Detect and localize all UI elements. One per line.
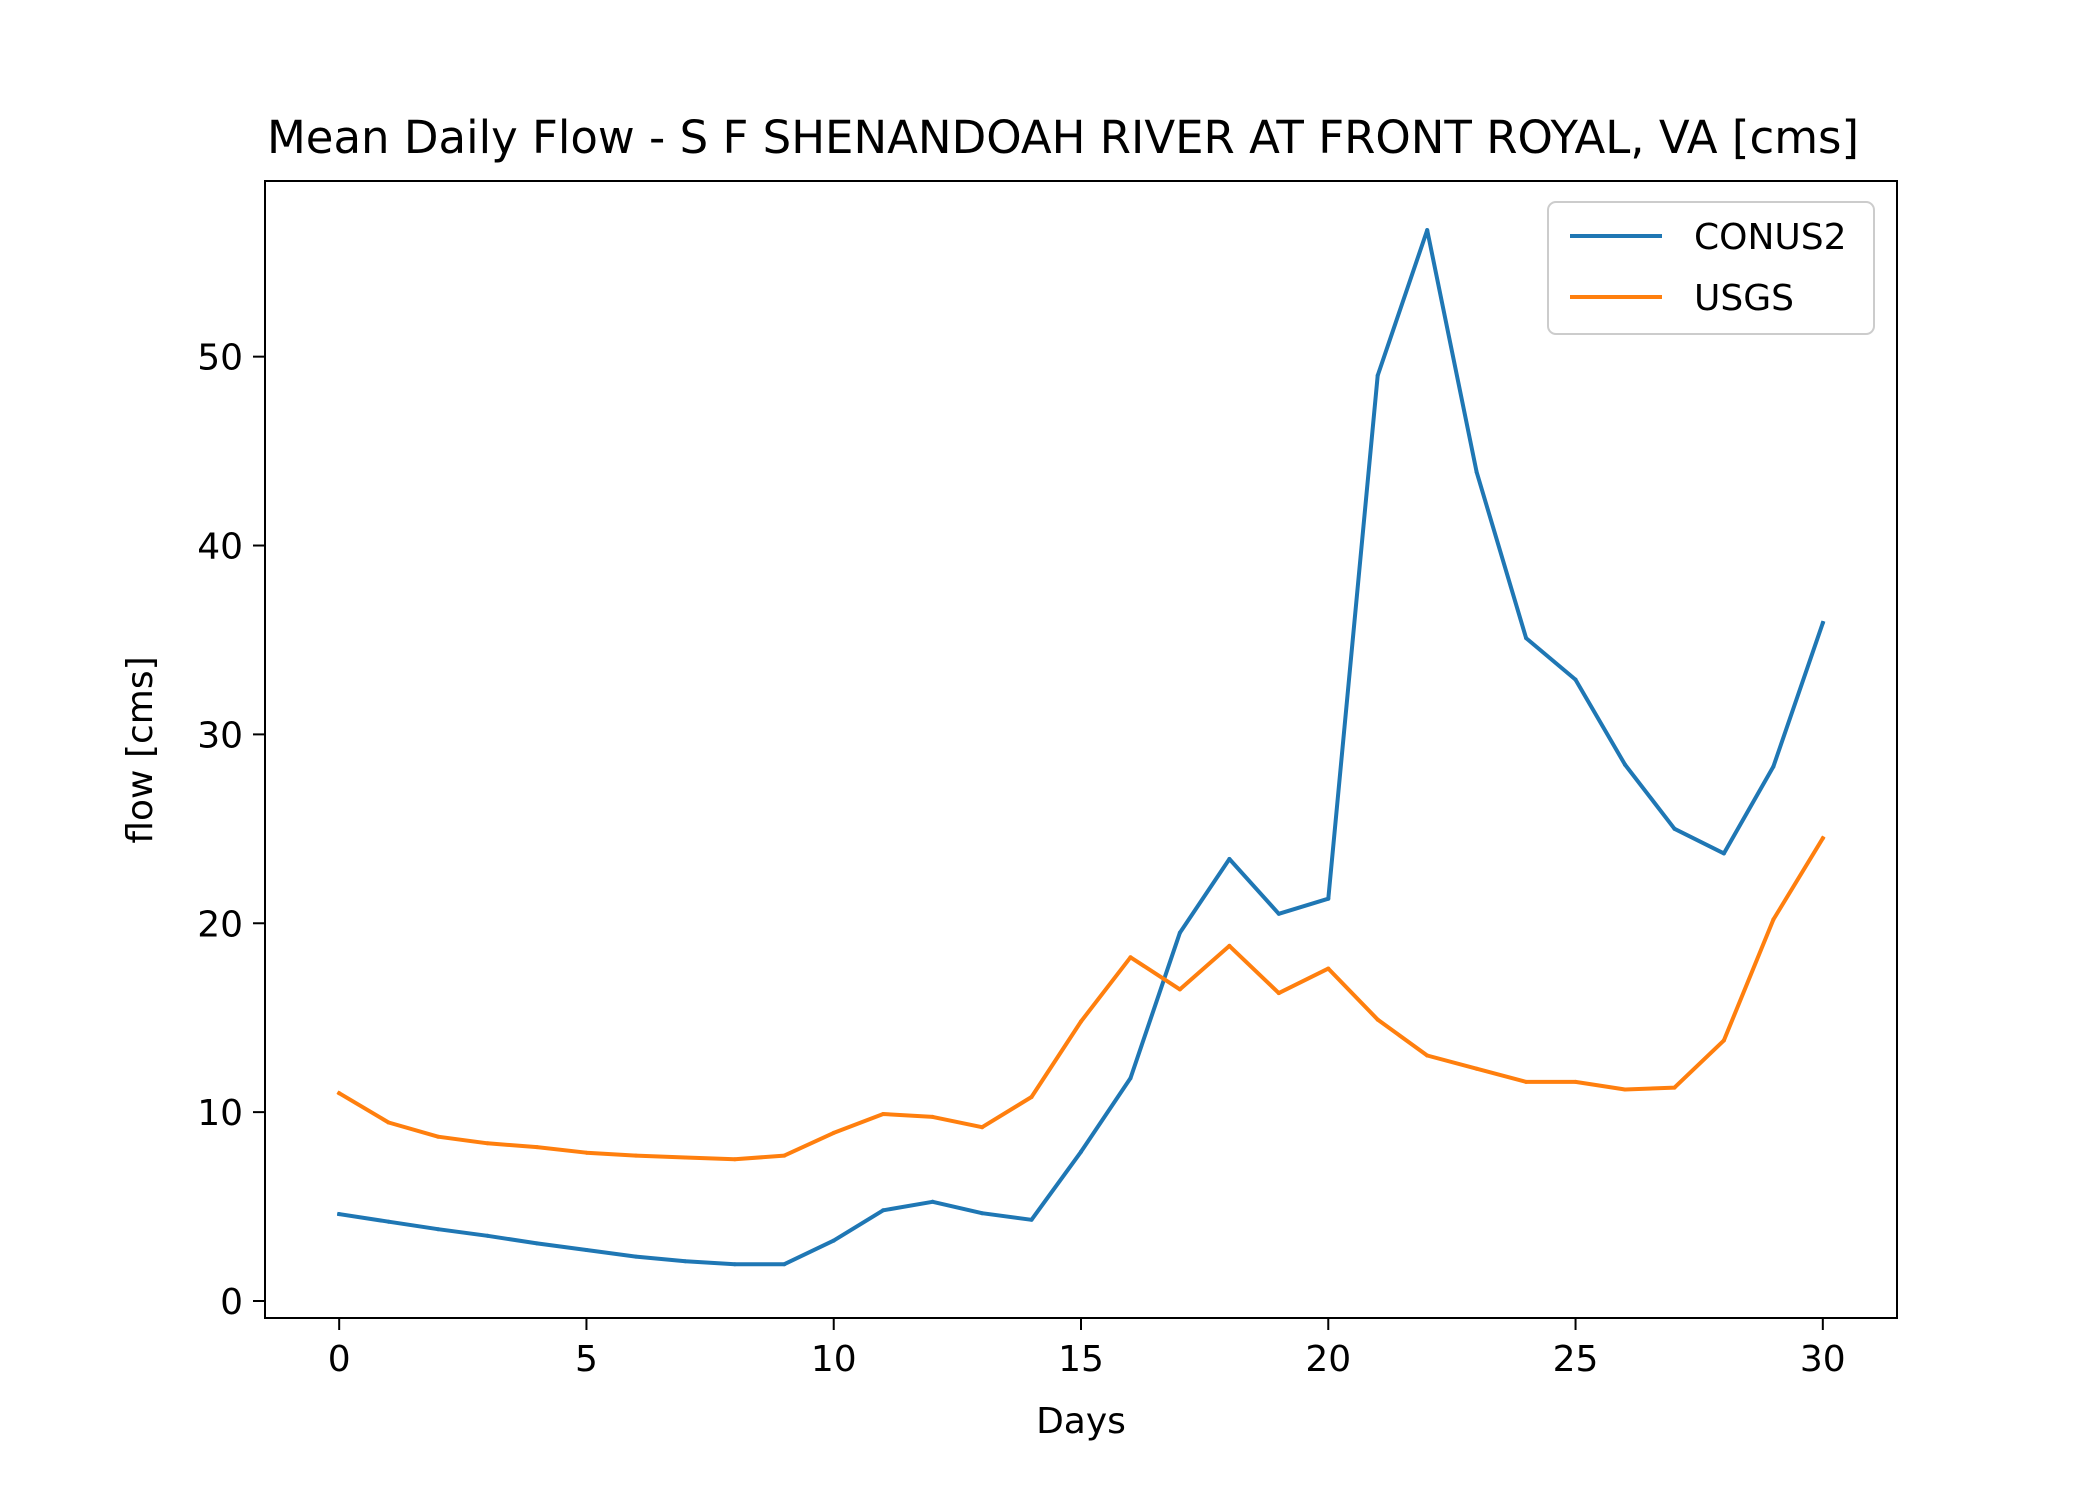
legend-label-usgs: USGS — [1694, 278, 1794, 319]
x-tick-label: 25 — [1553, 1339, 1599, 1380]
data-point-conus2-10 — [831, 1238, 836, 1243]
series-layer — [336, 228, 1826, 1267]
data-point-conus2-9 — [782, 1262, 787, 1267]
chart-title: Mean Daily Flow - S F SHENANDOAH RIVER A… — [267, 111, 1859, 164]
data-point-usgs-0 — [337, 1091, 342, 1096]
data-point-usgs-10 — [831, 1130, 836, 1135]
data-point-usgs-12 — [930, 1114, 935, 1119]
data-point-conus2-5 — [584, 1248, 589, 1252]
x-tick-label: 20 — [1305, 1339, 1351, 1380]
legend-label-conus2: CONUS2 — [1694, 217, 1847, 258]
y-tick-label: 0 — [220, 1282, 243, 1323]
data-point-conus2-4 — [535, 1241, 539, 1246]
data-point-usgs-30 — [1820, 836, 1825, 841]
y-tick-label: 30 — [197, 715, 243, 756]
data-point-conus2-28 — [1721, 851, 1726, 856]
data-point-conus2-6 — [633, 1254, 638, 1259]
y-axis: 0 10 20 30 40 50 — [197, 338, 265, 1323]
data-point-usgs-1 — [386, 1120, 391, 1125]
data-point-usgs-17 — [1177, 987, 1182, 992]
data-point-usgs-28 — [1721, 1038, 1726, 1043]
x-tick-label: 5 — [575, 1339, 598, 1380]
data-point-conus2-15 — [1079, 1149, 1083, 1154]
x-tick-label: 0 — [328, 1339, 351, 1380]
y-axis-label: flow [cms] — [120, 656, 161, 843]
data-point-conus2-2 — [436, 1227, 441, 1232]
data-point-conus2-26 — [1623, 762, 1627, 767]
data-point-usgs-6 — [633, 1153, 638, 1158]
data-point-usgs-7 — [683, 1155, 688, 1160]
data-point-usgs-2 — [436, 1134, 441, 1139]
data-point-conus2-3 — [485, 1233, 490, 1238]
data-point-conus2-0 — [337, 1212, 342, 1217]
data-point-usgs-8 — [732, 1157, 737, 1162]
data-point-conus2-13 — [980, 1211, 985, 1216]
data-point-usgs-24 — [1524, 1079, 1529, 1084]
data-point-usgs-22 — [1425, 1053, 1430, 1058]
data-point-usgs-3 — [485, 1141, 490, 1146]
data-point-conus2-20 — [1326, 896, 1331, 901]
data-point-conus2-14 — [1029, 1217, 1034, 1222]
data-point-conus2-18 — [1227, 857, 1232, 861]
data-point-usgs-27 — [1672, 1085, 1677, 1090]
data-point-conus2-21 — [1375, 373, 1380, 378]
data-point-usgs-26 — [1623, 1087, 1627, 1092]
data-point-conus2-19 — [1276, 911, 1281, 916]
data-point-conus2-1 — [386, 1219, 391, 1224]
data-point-usgs-4 — [535, 1145, 539, 1150]
data-point-conus2-27 — [1672, 826, 1677, 831]
data-point-usgs-16 — [1128, 955, 1133, 960]
data-point-usgs-14 — [1029, 1095, 1034, 1099]
data-point-usgs-29 — [1771, 917, 1776, 922]
y-tick-label: 40 — [197, 527, 243, 568]
x-tick-label: 15 — [1058, 1339, 1104, 1380]
data-point-usgs-21 — [1375, 1017, 1380, 1022]
data-point-conus2-11 — [881, 1208, 886, 1213]
legend: CONUS2 USGS — [1547, 201, 1875, 335]
data-point-conus2-16 — [1128, 1076, 1133, 1081]
data-point-usgs-9 — [782, 1153, 787, 1158]
data-point-usgs-13 — [980, 1125, 985, 1130]
data-point-usgs-25 — [1573, 1079, 1578, 1084]
x-tick-label: 30 — [1800, 1339, 1846, 1380]
y-tick-label: 50 — [197, 338, 243, 379]
data-point-usgs-23 — [1474, 1066, 1479, 1071]
data-point-conus2-23 — [1474, 469, 1479, 474]
data-point-conus2-8 — [732, 1262, 737, 1267]
y-tick-label: 20 — [197, 904, 243, 945]
data-point-conus2-7 — [683, 1259, 688, 1264]
data-point-usgs-18 — [1227, 943, 1232, 948]
data-point-conus2-25 — [1573, 677, 1578, 682]
x-axis: 0 5 10 15 20 25 30 — [328, 1318, 1846, 1380]
data-point-usgs-5 — [584, 1150, 589, 1155]
y-tick-label: 10 — [197, 1093, 243, 1134]
data-point-conus2-30 — [1820, 621, 1825, 625]
data-point-conus2-17 — [1177, 930, 1182, 935]
data-point-conus2-24 — [1524, 636, 1529, 641]
data-point-usgs-20 — [1326, 966, 1331, 971]
x-axis-label: Days — [1036, 1401, 1126, 1442]
data-point-usgs-15 — [1079, 1019, 1083, 1024]
data-point-usgs-19 — [1276, 991, 1281, 996]
data-point-conus2-29 — [1771, 764, 1776, 769]
data-point-usgs-11 — [881, 1112, 886, 1116]
data-point-conus2-22 — [1425, 228, 1430, 233]
data-point-conus2-12 — [930, 1199, 935, 1204]
x-tick-label: 10 — [811, 1339, 857, 1380]
